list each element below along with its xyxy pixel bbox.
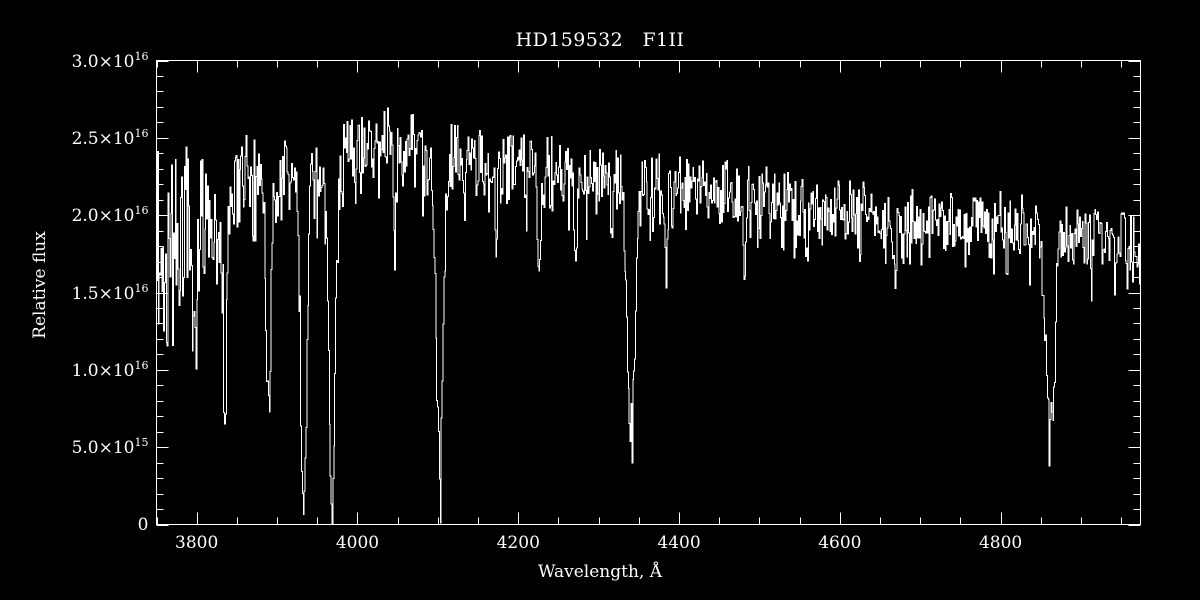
spectrum-line: [156, 107, 1141, 525]
axes-frame: [156, 60, 1141, 525]
y-axis-label: Relative flux: [30, 231, 50, 339]
page-title: HD159532 F1II: [515, 29, 685, 51]
x-axis-label: Wavelength, Å: [538, 562, 662, 582]
